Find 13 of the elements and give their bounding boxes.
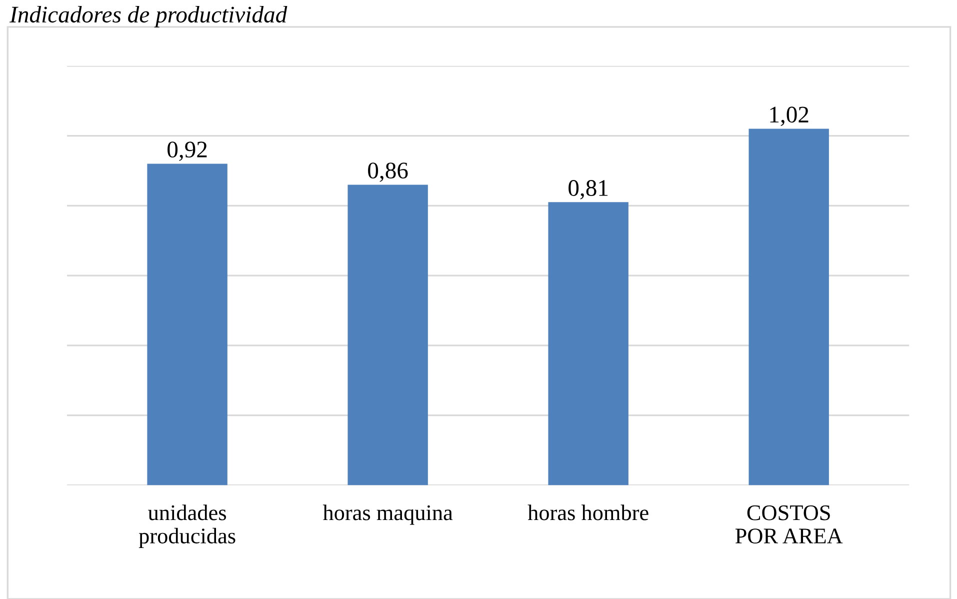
bar bbox=[748, 128, 829, 486]
chart-title: Indicadores de productividad bbox=[9, 6, 288, 28]
data-label: 0,81 bbox=[568, 180, 608, 200]
x-tick-label: horas maquina bbox=[322, 504, 453, 525]
bar bbox=[548, 202, 628, 486]
data-label: 0,92 bbox=[168, 142, 207, 161]
bar bbox=[147, 164, 228, 486]
data-label: 1,02 bbox=[770, 106, 808, 126]
data-label: 0,86 bbox=[368, 162, 408, 182]
x-tick-label: COSTOS POR AREA bbox=[735, 505, 843, 544]
bar bbox=[348, 184, 428, 486]
x-tick-label: horas hombre bbox=[528, 504, 648, 520]
x-tick-label: unidades producidas bbox=[138, 504, 236, 548]
